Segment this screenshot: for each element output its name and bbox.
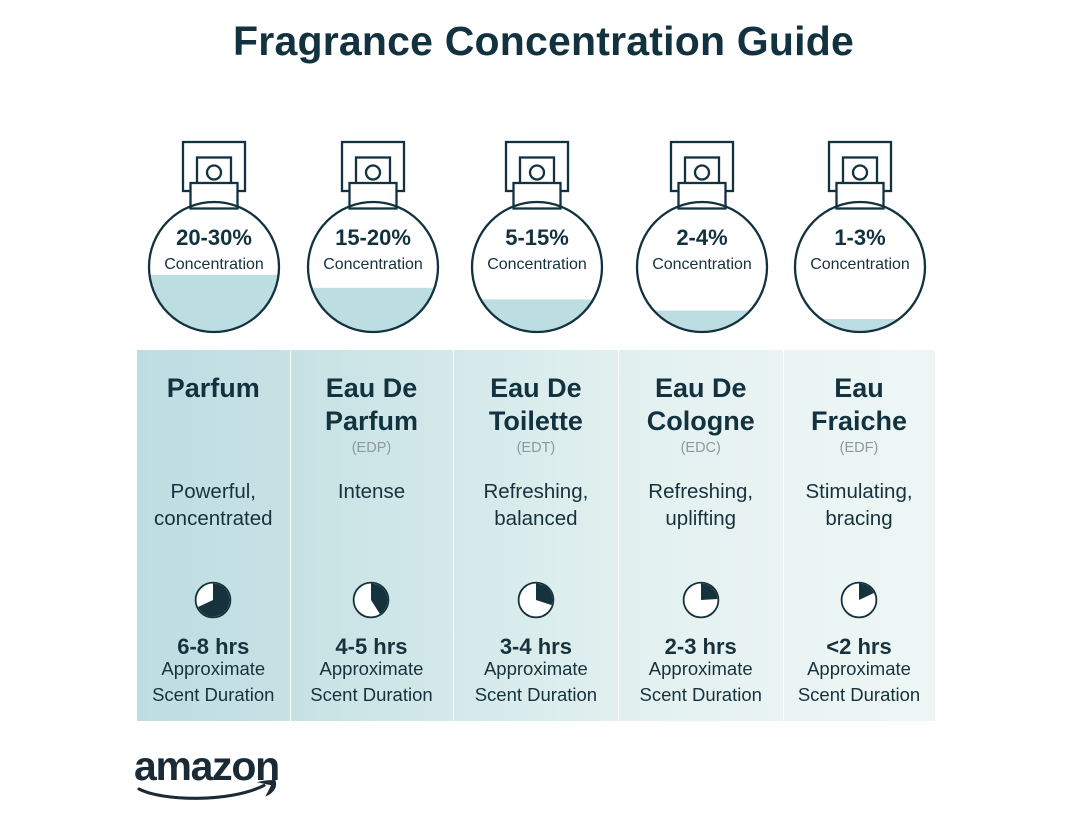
- svg-text:amazon: amazon: [134, 743, 279, 789]
- svg-text:2-4%: 2-4%: [676, 225, 727, 250]
- svg-text:Concentration: Concentration: [652, 256, 752, 273]
- svg-text:20-30%: 20-30%: [176, 225, 252, 250]
- svg-text:Concentration: Concentration: [487, 256, 587, 273]
- svg-text:15-20%: 15-20%: [335, 225, 411, 250]
- svg-text:Concentration: Concentration: [323, 256, 423, 273]
- svg-text:1-3%: 1-3%: [834, 225, 885, 250]
- svg-text:5-15%: 5-15%: [505, 225, 569, 250]
- svg-text:Concentration: Concentration: [810, 256, 910, 273]
- svg-text:Concentration: Concentration: [164, 256, 264, 273]
